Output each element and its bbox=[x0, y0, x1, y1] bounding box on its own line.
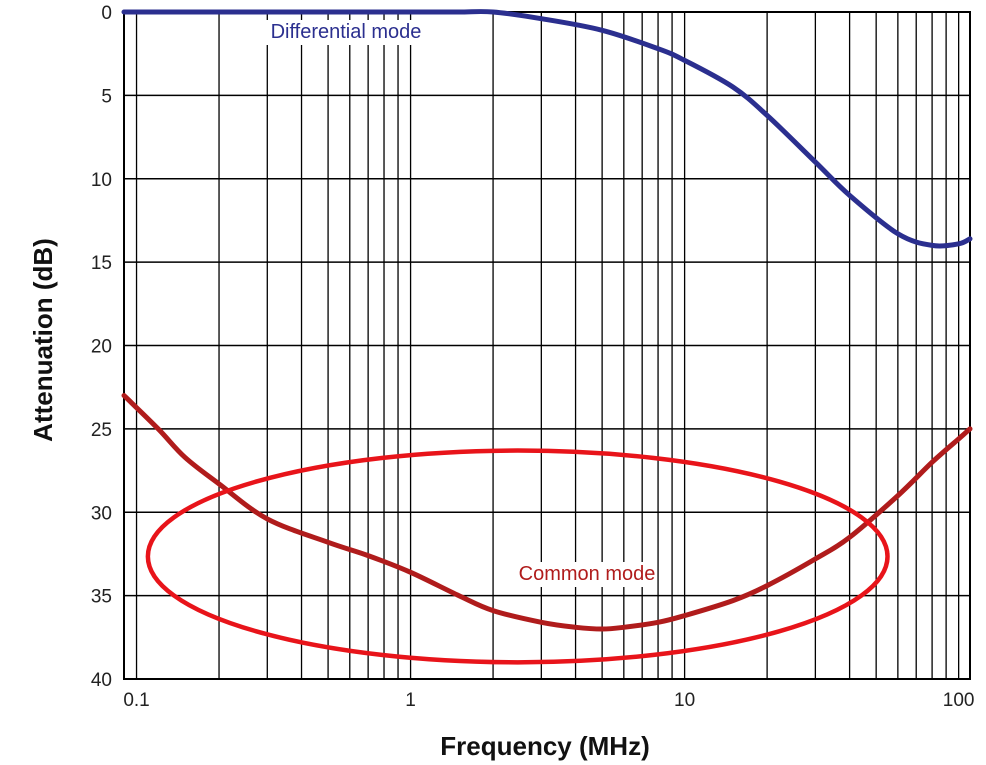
y-axis-title: Attenuation (dB) bbox=[28, 238, 58, 442]
y-tick-label: 10 bbox=[91, 170, 112, 191]
series-label-background bbox=[521, 562, 653, 587]
y-tick-label: 35 bbox=[91, 587, 112, 608]
x-tick-label: 1 bbox=[405, 690, 416, 711]
plot-frame bbox=[123, 11, 971, 680]
y-tick-label: 15 bbox=[91, 253, 112, 274]
annotations-group: Differential mode Common mode bbox=[145, 20, 890, 665]
y-tick-label: 5 bbox=[101, 86, 112, 107]
x-tick-label: 100 bbox=[943, 690, 975, 711]
series-line-common-mode bbox=[121, 393, 973, 632]
differential-mode-label: Differential mode bbox=[271, 21, 422, 43]
x-tick-label: 10 bbox=[674, 690, 695, 711]
y-tick-label: 0 bbox=[101, 3, 112, 24]
x-tick-label: 0.1 bbox=[123, 690, 149, 711]
y-tick-label: 30 bbox=[91, 503, 112, 524]
x-tick-labels: 0.1 1 10 100 bbox=[123, 690, 974, 711]
series-group bbox=[121, 9, 973, 632]
y-tick-label: 25 bbox=[91, 420, 112, 441]
x-axis-title: Frequency (MHz) bbox=[440, 731, 649, 761]
y-tick-label: 40 bbox=[91, 670, 112, 691]
common-mode-label: Common mode bbox=[519, 563, 656, 585]
highlight-ellipse bbox=[145, 448, 890, 665]
y-tick-labels: 0 5 10 15 20 25 30 35 40 bbox=[91, 3, 112, 691]
series-line-differential-mode bbox=[121, 9, 973, 249]
y-tick-label: 20 bbox=[91, 337, 112, 358]
series-label-background bbox=[246, 20, 446, 45]
